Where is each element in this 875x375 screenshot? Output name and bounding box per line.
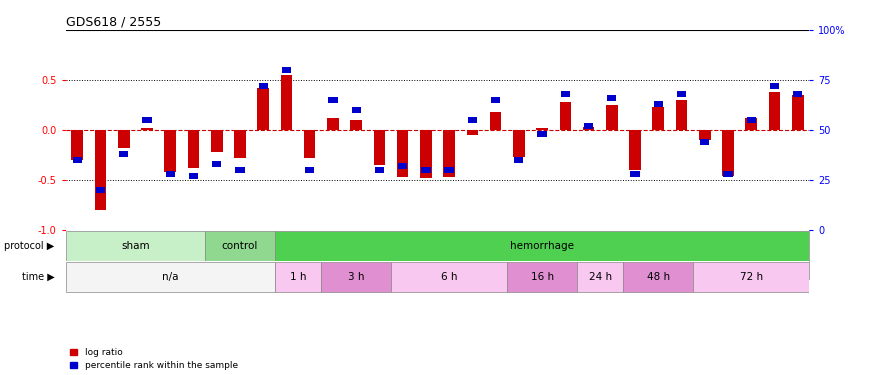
Bar [559,102,571,130]
Text: GDS618 / 2555: GDS618 / 2555 [66,16,161,29]
FancyBboxPatch shape [205,231,275,261]
Bar [119,151,129,157]
Bar [536,128,548,130]
FancyBboxPatch shape [693,262,809,292]
Text: 48 h: 48 h [647,272,670,282]
Bar [73,157,82,163]
Bar [537,131,547,137]
Text: sham: sham [121,241,150,251]
Bar [584,123,593,129]
Bar [212,161,221,167]
Bar [141,128,153,130]
Text: control: control [221,241,258,251]
Bar [282,67,291,73]
Text: 72 h: 72 h [739,272,763,282]
Text: 3 h: 3 h [348,272,364,282]
Bar [514,157,523,163]
FancyBboxPatch shape [275,262,321,292]
Bar [352,107,360,113]
Bar [420,130,431,178]
Bar [398,163,407,169]
Bar [722,130,734,176]
Bar [654,101,663,107]
FancyBboxPatch shape [507,262,577,292]
Bar [96,187,105,193]
Bar [118,130,130,148]
Text: hemorrhage: hemorrhage [510,241,574,251]
FancyBboxPatch shape [66,231,205,261]
Bar [305,167,314,173]
Bar [630,171,640,177]
Text: 16 h: 16 h [530,272,554,282]
Bar [327,118,339,130]
FancyBboxPatch shape [321,262,391,292]
Bar [792,95,803,130]
Bar [211,130,222,152]
Bar [281,75,292,130]
Bar [444,130,455,177]
Bar [770,83,779,89]
Bar [165,171,175,177]
Bar [258,83,268,89]
Bar [468,117,477,123]
Bar [350,120,362,130]
Bar [491,97,500,103]
Bar [94,130,106,210]
Bar [304,130,316,158]
Bar [700,139,710,145]
Bar [699,130,710,140]
Bar [235,167,245,173]
Bar [606,105,618,130]
FancyBboxPatch shape [623,262,693,292]
Bar [490,112,501,130]
Bar [676,100,688,130]
Bar [187,130,200,168]
Bar [164,130,176,172]
Bar [328,97,338,103]
Bar [793,91,802,97]
Bar [677,91,686,97]
Text: protocol ▶: protocol ▶ [4,241,54,251]
Text: time ▶: time ▶ [22,272,54,282]
Bar [397,130,409,177]
Bar [466,130,478,135]
Bar [583,127,594,130]
Bar [746,117,756,123]
Text: 24 h: 24 h [589,272,612,282]
FancyBboxPatch shape [577,262,623,292]
Bar [189,173,198,179]
Bar [629,130,640,170]
Bar [724,171,732,177]
Bar [374,130,385,165]
Bar [421,167,430,173]
Bar [143,117,151,123]
Text: 6 h: 6 h [441,272,458,282]
Bar [513,130,525,157]
Bar [72,130,83,160]
Bar [257,88,269,130]
Bar [444,167,454,173]
Bar [374,167,384,173]
Bar [607,95,617,101]
Text: 1 h: 1 h [290,272,306,282]
Bar [561,91,570,97]
FancyBboxPatch shape [66,262,275,292]
Bar [746,118,757,130]
Bar [769,92,780,130]
Text: n/a: n/a [162,272,178,282]
Bar [234,130,246,158]
Legend: log ratio, percentile rank within the sample: log ratio, percentile rank within the sa… [70,348,238,370]
FancyBboxPatch shape [275,231,809,261]
Bar [653,107,664,130]
FancyBboxPatch shape [391,262,507,292]
